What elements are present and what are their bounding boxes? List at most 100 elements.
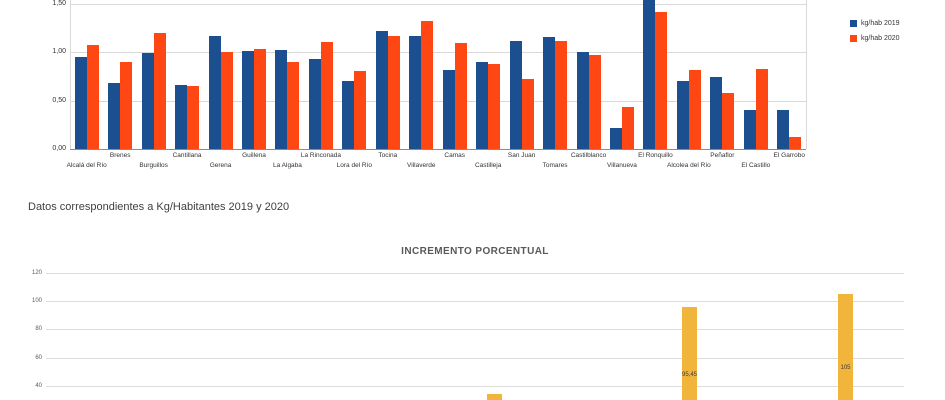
bar-2020 <box>455 43 467 149</box>
x-axis-category-label: Brenes <box>109 152 131 159</box>
bar-2019 <box>142 53 154 149</box>
x-axis-category-label: Alcalá del Río <box>66 162 107 169</box>
x-axis-category-label: El Ronquillo <box>638 152 673 159</box>
bar-2019 <box>175 85 187 149</box>
bar-2020 <box>287 62 299 149</box>
bar-2019 <box>309 59 321 149</box>
y-axis-tick-label: 0,00 <box>52 145 66 152</box>
plot-border-right <box>806 0 807 149</box>
bar-2020 <box>555 41 567 149</box>
bar-2020 <box>655 12 667 149</box>
bar-2020 <box>722 93 734 149</box>
gridline <box>46 329 904 331</box>
y-axis-tick-label: 1,50 <box>52 0 66 7</box>
bar-2019 <box>777 110 789 149</box>
y-axis-tick-label: 120 <box>31 269 42 276</box>
bar-2020 <box>120 62 132 149</box>
bar-2020 <box>221 52 233 149</box>
legend-item: kg/hab 2019 <box>850 18 930 30</box>
bar-2020 <box>756 69 768 149</box>
bar-2020 <box>789 137 801 149</box>
y-axis-tick-label: 80 <box>35 326 42 333</box>
bar-2020 <box>254 49 266 149</box>
x-axis-category-label: Lora del Río <box>336 162 373 169</box>
gridline <box>70 52 806 53</box>
bar-2019 <box>443 70 455 149</box>
bar-2020 <box>187 86 199 149</box>
bar-2020 <box>622 107 634 149</box>
gridline <box>70 3 806 5</box>
bar-2019 <box>409 36 421 149</box>
x-axis-category-label: San Juan <box>507 152 536 159</box>
bar-2019 <box>108 83 120 149</box>
gridline <box>70 100 806 102</box>
legend-item: kg/hab 2020 <box>850 33 930 45</box>
kg-hab-bar-chart[interactable]: 1,50 1,00 0,50 0,00 Alcalá del Río Brenes Burg… <box>0 0 945 185</box>
bar-data-label: 95,45 <box>681 372 697 379</box>
bar-2019 <box>275 50 287 149</box>
x-axis-category-label: El Castillo <box>741 162 771 169</box>
bar-2020 <box>689 70 701 149</box>
bar-2019 <box>376 31 388 149</box>
x-axis-category-label: Gerena <box>209 162 232 169</box>
legend-label: kg/hab 2020 <box>861 35 900 42</box>
x-axis-category-label: La Algaba <box>272 162 302 169</box>
x-axis-category-label: Tocina <box>378 152 398 159</box>
y-axis-tick-label: 40 <box>35 383 42 390</box>
bar-2019 <box>610 128 622 149</box>
note-text: Datos correspondientes a Kg/Habitantes 2… <box>28 201 290 213</box>
bar-2020 <box>522 79 534 149</box>
y-axis-tick-label: 1,00 <box>52 48 66 55</box>
x-axis-category-label: Alcolea del Río <box>667 162 711 169</box>
bar-2019 <box>643 0 655 149</box>
x-axis-category-label: Castilleja <box>474 162 502 169</box>
legend-swatch-icon <box>850 20 857 27</box>
bar-2020 <box>388 36 400 149</box>
bar-2019 <box>677 81 689 149</box>
bar-2019 <box>543 37 555 149</box>
gridline <box>46 301 904 303</box>
bar-2020 <box>87 45 99 149</box>
chart-title: INCREMENTO PORCENTUAL <box>401 246 549 257</box>
plot-border-left <box>70 0 71 149</box>
x-axis-category-label: Villaverde <box>407 162 436 169</box>
incremento-porcentual-chart[interactable]: INCREMENTO PORCENTUAL 120 100 80 60 40 95,45 1… <box>0 240 945 400</box>
bar-incremento <box>682 307 697 400</box>
bar-2020 <box>321 42 333 149</box>
bar-2019 <box>744 110 756 149</box>
bar-2019 <box>476 62 488 149</box>
y-axis-tick-label: 100 <box>31 298 42 305</box>
legend-swatch-icon <box>850 35 857 42</box>
bar-2019 <box>510 41 522 149</box>
x-axis-category-label: Burguillos <box>139 162 168 169</box>
x-axis-category-label: Peñaflor <box>710 152 735 159</box>
bar-2019 <box>75 57 87 149</box>
bar-2020 <box>488 64 500 149</box>
gridline <box>46 272 904 274</box>
bar-2020 <box>354 71 366 149</box>
y-axis-tick-label: 0,50 <box>52 96 66 104</box>
gridline <box>46 386 904 388</box>
x-axis-category-label: El Garrobo <box>773 152 805 159</box>
bar-2019 <box>242 51 254 149</box>
x-axis-category-label: Cantillana <box>172 152 202 159</box>
gridline <box>46 357 904 359</box>
bar-incremento <box>487 393 502 400</box>
bar-incremento <box>838 293 853 400</box>
x-axis-category-label: Castilblanco <box>570 152 607 159</box>
x-axis-category-label: Camas <box>444 152 466 159</box>
x-axis-category-label: Villanueva <box>607 162 637 169</box>
bar-2020 <box>589 55 601 149</box>
bar-2020 <box>421 21 433 149</box>
x-axis-category-label: La Rinconada <box>300 152 341 159</box>
bar-2019 <box>710 77 722 149</box>
x-axis-category-label: Tomares <box>542 162 568 169</box>
bar-2019 <box>577 52 589 149</box>
gridline <box>70 149 806 150</box>
legend-label: kg/hab 2019 <box>861 20 900 27</box>
y-axis-tick-label: 60 <box>35 354 42 361</box>
bar-2019 <box>342 81 354 149</box>
bar-2019 <box>209 36 221 149</box>
x-axis-category-label: Guillena <box>242 152 266 159</box>
